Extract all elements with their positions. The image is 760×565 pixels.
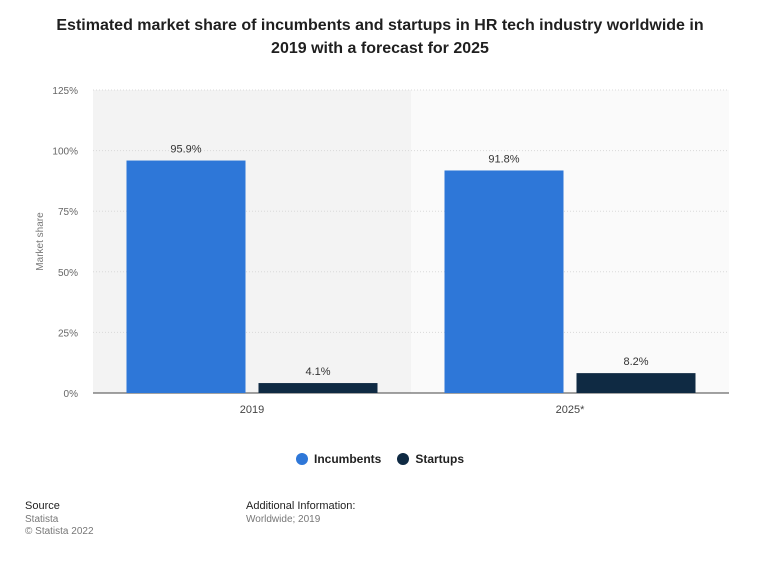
- x-tick-label-1: 2025*: [556, 404, 585, 416]
- data-label-incumbents-0: 95.9%: [170, 144, 201, 156]
- bar-chart: 0% 25% 50% 75% 100% 125% Market share 95.9% 4.1%…: [35, 86, 729, 416]
- source-name[interactable]: Statista: [25, 514, 59, 525]
- legend-item-startups[interactable]: Startups: [397, 452, 464, 466]
- copyright: © Statista 2022: [25, 526, 94, 537]
- bar-startups-1: [576, 373, 696, 393]
- x-tick-label-0: 2019: [240, 404, 264, 416]
- y-tick-label: 75%: [58, 207, 78, 218]
- y-tick-label: 100%: [52, 147, 78, 158]
- source-block: Source Statista © Statista 2022: [25, 500, 94, 538]
- legend-item-incumbents[interactable]: Incumbents: [295, 452, 382, 466]
- y-tick-label: 125%: [52, 86, 78, 97]
- y-tick-label: 25%: [58, 328, 78, 339]
- y-tick-label: 50%: [58, 268, 78, 279]
- data-label-startups-0: 4.1%: [305, 366, 330, 378]
- bar-incumbents-0: [126, 160, 246, 393]
- legend: Incumbents Startups: [0, 452, 760, 466]
- legend-label-incumbents: Incumbents: [313, 452, 382, 466]
- additional-info-heading: Additional Information:: [246, 500, 356, 512]
- data-label-startups-1: 8.2%: [623, 356, 648, 368]
- legend-label-startups: Startups: [415, 452, 465, 466]
- legend-swatch-incumbents: [295, 453, 308, 465]
- bar-incumbents-1: [444, 170, 564, 393]
- data-label-incumbents-1: 91.8%: [488, 153, 519, 165]
- source-heading: Source: [25, 500, 60, 512]
- additional-info-text: Worldwide; 2019: [246, 514, 321, 525]
- bar-startups-0: [258, 383, 378, 393]
- legend-swatch-startups: [397, 453, 410, 465]
- chart-title: Estimated market share of incumbents and…: [56, 17, 704, 57]
- y-tick-label: 0%: [64, 389, 79, 400]
- additional-info-block: Additional Information: Worldwide; 2019: [246, 500, 355, 526]
- y-axis-label: Market share: [35, 212, 46, 271]
